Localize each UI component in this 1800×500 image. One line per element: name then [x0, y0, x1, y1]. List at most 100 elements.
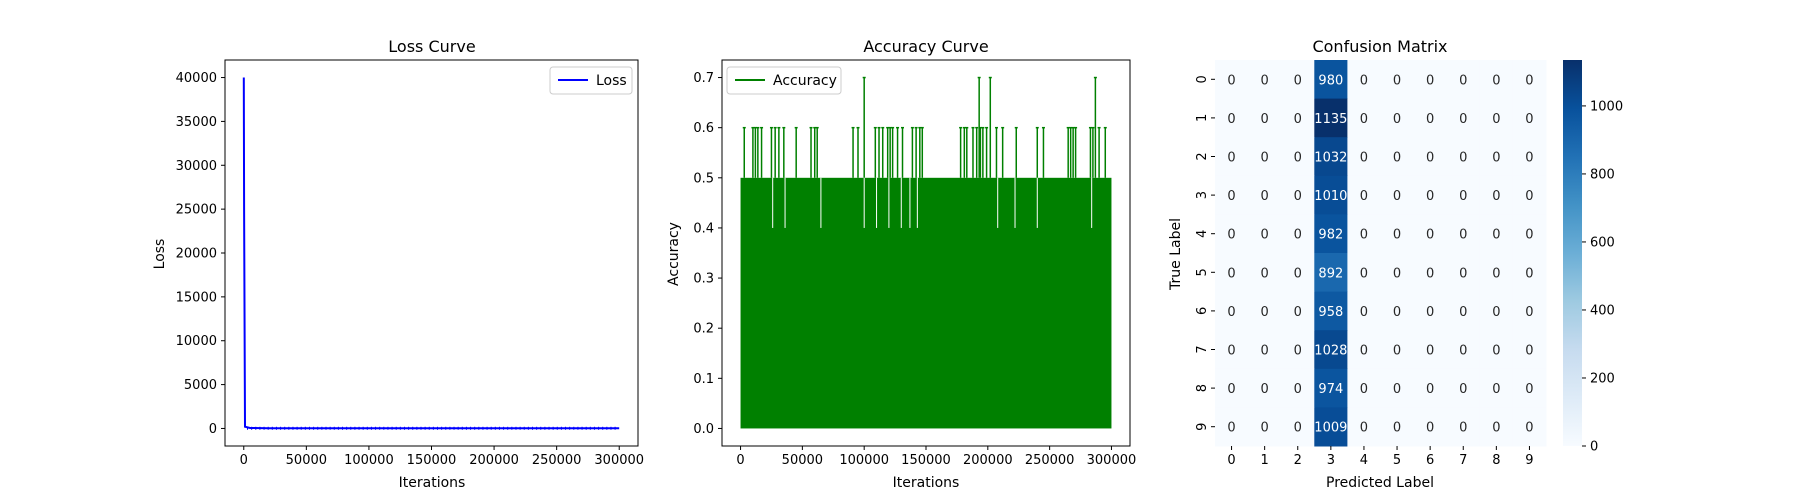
matrix-cell-value: 0 [1261, 73, 1269, 88]
matrix-cell [1248, 253, 1282, 293]
matrix-cell [1512, 330, 1547, 370]
matrix-x-tick-label: 5 [1393, 453, 1401, 468]
matrix-cell-value: 0 [1426, 151, 1434, 166]
accuracy-y-tick-label: 0.7 [693, 71, 714, 86]
matrix-cell-value: 0 [1360, 112, 1368, 127]
matrix-cell [1248, 98, 1282, 138]
matrix-cell-value: 0 [1459, 382, 1467, 397]
matrix-cell [1479, 253, 1514, 293]
matrix-cell [1248, 330, 1282, 370]
loss-chart-title: Loss Curve [388, 37, 475, 56]
matrix-cell [1281, 137, 1315, 177]
matrix-cell-value: 0 [1393, 112, 1401, 127]
loss-y-tick-label: 5000 [184, 378, 217, 393]
matrix-cell [1479, 330, 1514, 370]
accuracy-y-tick-label: 0.5 [693, 171, 714, 186]
loss-x-axis-label: Iterations [399, 475, 466, 491]
accuracy-y-tick-label: 0.2 [693, 322, 714, 337]
matrix-cell [1215, 175, 1249, 215]
matrix-cell-value: 0 [1426, 344, 1434, 359]
matrix-cell-value: 0 [1261, 189, 1269, 204]
accuracy-x-axis-label: Iterations [893, 475, 960, 491]
matrix-x-tick-label: 9 [1525, 453, 1533, 468]
matrix-cell-value: 0 [1492, 151, 1500, 166]
matrix-cell [1314, 253, 1348, 293]
colorbar-gradient [1563, 60, 1582, 446]
matrix-cell-value: 0 [1393, 73, 1401, 88]
matrix-cell [1512, 98, 1547, 138]
matrix-cell [1512, 407, 1547, 447]
matrix-cell-value: 0 [1525, 344, 1533, 359]
matrix-cell-value: 0 [1227, 266, 1235, 281]
matrix-cell [1215, 253, 1249, 293]
accuracy-chart-title: Accuracy Curve [863, 37, 988, 56]
matrix-cell [1248, 291, 1282, 331]
accuracy-legend-box [726, 66, 842, 95]
loss-x-tick-label: 100000 [344, 453, 394, 468]
matrix-cell [1479, 137, 1514, 177]
matrix-cell-value: 0 [1360, 189, 1368, 204]
loss-legend: Loss [549, 66, 633, 95]
loss-legend-label: Loss [596, 73, 627, 89]
matrix-cell [1413, 137, 1448, 177]
matrix-y-tick-label: 5 [1195, 268, 1210, 276]
matrix-cell-value: 0 [1294, 151, 1302, 166]
matrix-cell [1446, 214, 1481, 254]
confusion-matrix-ticks: 0 1 2 3 4 5 6 7 8 9 0 1 2 3 4 5 6 7 8 9 [1195, 75, 1534, 468]
matrix-x-tick-label: 3 [1327, 453, 1335, 468]
matrix-cell [1215, 98, 1249, 138]
confusion-matrix-y-axis-label: True Label [1168, 218, 1184, 291]
matrix-cell [1248, 407, 1282, 447]
matrix-cell-value: 0 [1426, 189, 1434, 204]
matrix-cell-value: 0 [1525, 266, 1533, 281]
matrix-cell-value: 0 [1261, 305, 1269, 320]
accuracy-x-tick-label: 300000 [1087, 453, 1137, 468]
colorbar-tick-label: 1000 [1590, 99, 1623, 114]
matrix-cell [1380, 291, 1415, 331]
matrix-cell-value: 0 [1294, 305, 1302, 320]
matrix-cell-value: 0 [1393, 189, 1401, 204]
colorbar-tick-label: 200 [1590, 371, 1615, 386]
matrix-cell-value: 0 [1393, 305, 1401, 320]
matrix-y-tick-label: 0 [1195, 75, 1210, 83]
accuracy-curve-panel: Accuracy Curve 0 50000 100000 150000 200000 2… [666, 37, 1136, 491]
matrix-cell [1347, 368, 1381, 408]
matrix-cell-value: 958 [1318, 305, 1343, 320]
matrix-cell-value: 0 [1360, 228, 1368, 243]
loss-x-tick-label: 250000 [532, 453, 582, 468]
matrix-cell [1215, 137, 1249, 177]
matrix-cell [1380, 60, 1415, 100]
loss-x-tick-label: 50000 [286, 453, 327, 468]
matrix-cell [1347, 60, 1381, 100]
matrix-cell-value: 0 [1294, 344, 1302, 359]
matrix-cell-value: 0 [1227, 73, 1235, 88]
matrix-cell [1380, 330, 1415, 370]
matrix-x-tick-label: 4 [1360, 453, 1368, 468]
accuracy-series-band [740, 177, 1112, 429]
matrix-cell [1512, 368, 1547, 408]
matrix-cell-value: 0 [1261, 382, 1269, 397]
matrix-cell [1512, 137, 1547, 177]
accuracy-legend: Accuracy [726, 66, 842, 95]
matrix-cell [1446, 98, 1481, 138]
matrix-cell-value: 0 [1459, 189, 1467, 204]
accuracy-y-tick-label: 0.4 [693, 221, 714, 236]
matrix-cell [1380, 137, 1415, 177]
matrix-cell [1479, 407, 1514, 447]
matrix-cell [1281, 60, 1315, 100]
matrix-cell [1479, 98, 1514, 138]
matrix-cell-value: 0 [1492, 382, 1500, 397]
loss-y-tick-label: 20000 [176, 247, 217, 262]
matrix-cell-value: 0 [1393, 151, 1401, 166]
matrix-cell [1446, 175, 1481, 215]
matrix-cell [1314, 368, 1348, 408]
matrix-cell [1512, 175, 1547, 215]
matrix-cell [1248, 368, 1282, 408]
matrix-cell-value: 0 [1426, 112, 1434, 127]
matrix-cell-value: 0 [1360, 382, 1368, 397]
matrix-cell [1413, 291, 1448, 331]
loss-curve-panel: Loss Curve 0 50000 100000 150000 200000 25000… [152, 37, 644, 491]
colorbar-tick-label: 600 [1590, 235, 1615, 250]
loss-series-line [242, 77, 620, 430]
matrix-y-tick-label: 9 [1195, 423, 1210, 431]
